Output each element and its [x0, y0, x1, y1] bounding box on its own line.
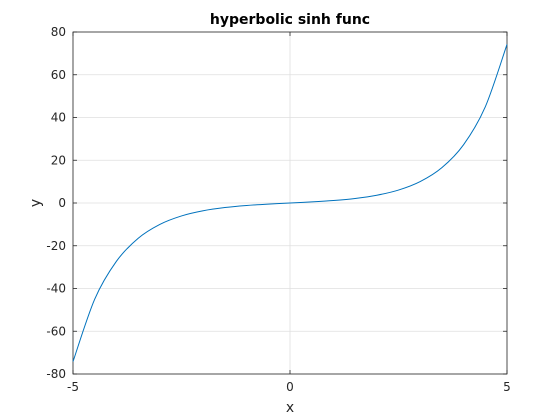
tick-labels: -5 0 5 -80 -60 -40 -20 0 20 40 60 80	[46, 25, 510, 394]
y-tick-label: 40	[51, 111, 66, 125]
y-tick-label: 0	[58, 196, 66, 210]
y-tick-label: 20	[51, 153, 66, 167]
y-tick-label: -40	[46, 282, 66, 296]
x-tick-label: 0	[286, 380, 294, 394]
x-axis-label: x	[286, 400, 294, 416]
y-tick-label: -60	[46, 324, 66, 338]
y-tick-label: -80	[46, 367, 66, 381]
ticks	[72, 31, 508, 375]
y-tick-label: 60	[51, 68, 66, 82]
sinh-curve	[72, 44, 508, 362]
x-tick-label: -5	[67, 380, 79, 394]
y-axis-label: y	[28, 199, 44, 207]
y-tick-label: 80	[51, 25, 66, 39]
y-tick-label: -20	[46, 239, 66, 253]
chart-title: hyperbolic sinh func	[210, 12, 370, 28]
x-tick-label: 5	[503, 380, 511, 394]
